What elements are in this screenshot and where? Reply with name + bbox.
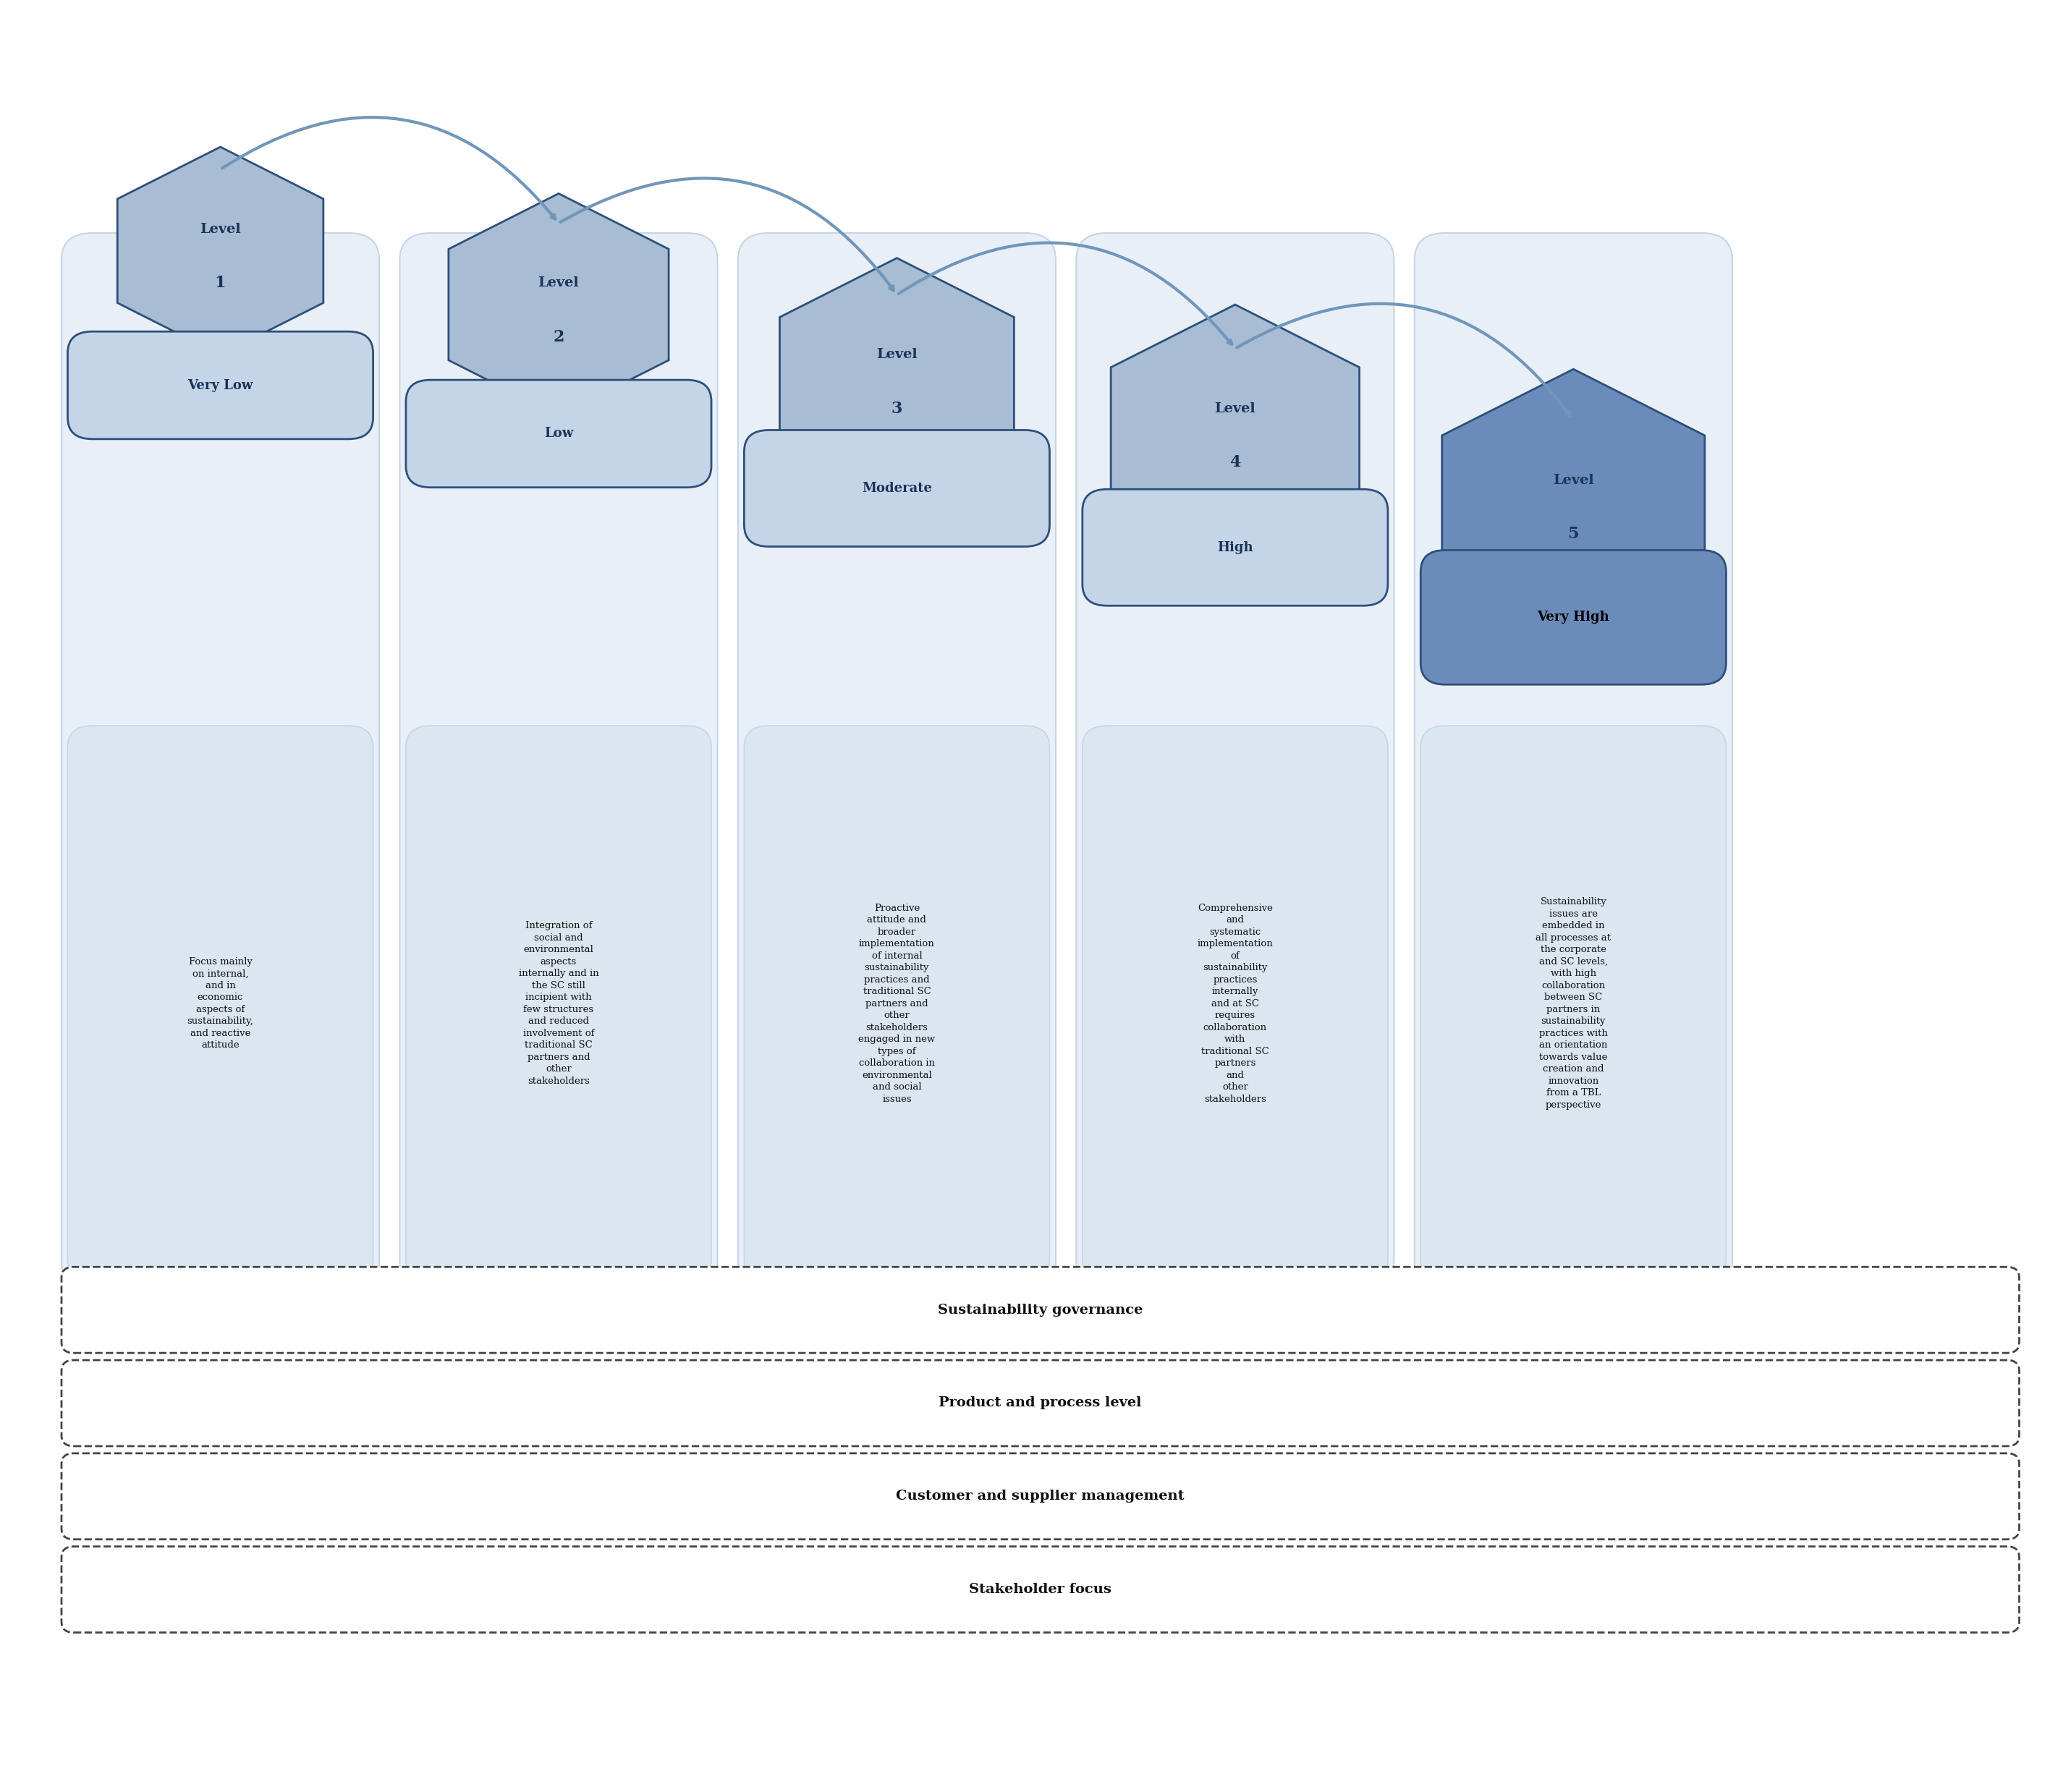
- Text: Stakeholder focus: Stakeholder focus: [970, 1582, 1111, 1597]
- Text: Level: Level: [537, 276, 580, 290]
- Text: Sustainability governance: Sustainability governance: [937, 1303, 1144, 1317]
- Text: Level: Level: [199, 222, 242, 237]
- FancyBboxPatch shape: [62, 1453, 2019, 1539]
- Polygon shape: [1111, 305, 1359, 556]
- Text: Product and process level: Product and process level: [939, 1396, 1142, 1410]
- FancyBboxPatch shape: [68, 332, 373, 439]
- Text: 2: 2: [554, 330, 564, 344]
- Text: Level: Level: [1552, 473, 1595, 487]
- Polygon shape: [1441, 369, 1706, 634]
- FancyBboxPatch shape: [62, 233, 379, 1290]
- Text: Very High: Very High: [1538, 611, 1609, 624]
- FancyBboxPatch shape: [1421, 550, 1726, 685]
- FancyBboxPatch shape: [1414, 233, 1732, 1290]
- Polygon shape: [779, 258, 1015, 495]
- FancyBboxPatch shape: [68, 726, 373, 1281]
- Text: 3: 3: [892, 401, 902, 416]
- Text: Level: Level: [875, 348, 918, 362]
- FancyBboxPatch shape: [1082, 489, 1388, 606]
- Polygon shape: [449, 194, 668, 416]
- FancyBboxPatch shape: [62, 1267, 2019, 1353]
- Text: Low: Low: [543, 426, 574, 441]
- FancyBboxPatch shape: [1082, 726, 1388, 1281]
- FancyBboxPatch shape: [738, 233, 1056, 1290]
- Text: Integration of
social and
environmental
aspects
internally and in
the SC still
i: Integration of social and environmental …: [519, 921, 599, 1086]
- Text: High: High: [1218, 541, 1253, 554]
- FancyBboxPatch shape: [744, 726, 1050, 1281]
- Text: 4: 4: [1230, 455, 1240, 470]
- FancyBboxPatch shape: [1421, 726, 1726, 1281]
- FancyBboxPatch shape: [1076, 233, 1394, 1290]
- Text: Sustainability
issues are
embedded in
all processes at
the corporate
and SC leve: Sustainability issues are embedded in al…: [1535, 898, 1611, 1109]
- FancyBboxPatch shape: [406, 726, 711, 1281]
- Text: Customer and supplier management: Customer and supplier management: [896, 1489, 1185, 1503]
- Text: Moderate: Moderate: [861, 482, 933, 495]
- Text: Level: Level: [1214, 401, 1257, 416]
- FancyBboxPatch shape: [744, 430, 1050, 547]
- Text: 1: 1: [215, 276, 226, 290]
- FancyBboxPatch shape: [406, 380, 711, 487]
- FancyBboxPatch shape: [400, 233, 718, 1290]
- Text: Proactive
attitude and
broader
implementation
of internal
sustainability
practic: Proactive attitude and broader implement…: [859, 903, 935, 1104]
- Text: Comprehensive
and
systematic
implementation
of
sustainability
practices
internal: Comprehensive and systematic implementat…: [1197, 903, 1273, 1104]
- Text: Very Low: Very Low: [189, 378, 252, 392]
- FancyBboxPatch shape: [62, 1546, 2019, 1633]
- Polygon shape: [117, 147, 324, 355]
- Text: 5: 5: [1568, 527, 1578, 541]
- FancyBboxPatch shape: [62, 1360, 2019, 1446]
- Text: Focus mainly
on internal,
and in
economic
aspects of
sustainability,
and reactiv: Focus mainly on internal, and in economi…: [187, 957, 254, 1050]
